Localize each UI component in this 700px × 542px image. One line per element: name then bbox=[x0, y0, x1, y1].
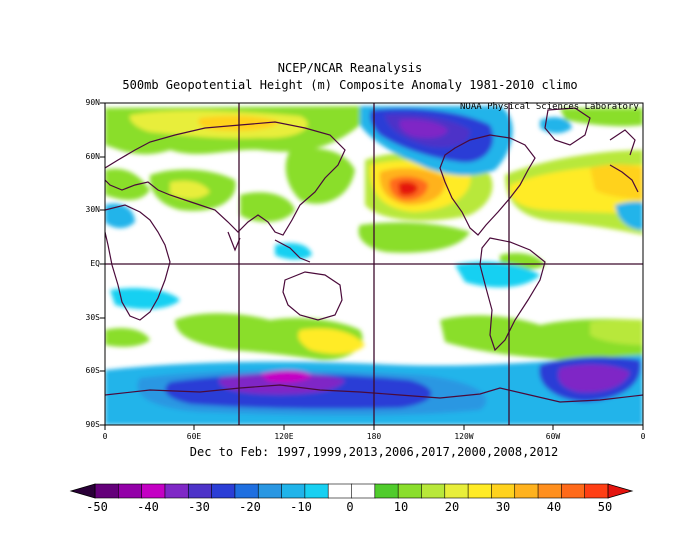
colorbar-cell bbox=[584, 483, 609, 499]
chart-title: NCEP/NCAR Reanalysis bbox=[277, 61, 423, 75]
lon-label-120e: 120E bbox=[274, 432, 294, 441]
colorbar-cell bbox=[351, 483, 376, 499]
lat-label-90s: 90S bbox=[85, 420, 100, 429]
colorbar-cell bbox=[327, 483, 353, 499]
colorbar-cell bbox=[94, 483, 120, 499]
anomaly-region bbox=[105, 328, 150, 347]
anomaly-region bbox=[399, 119, 448, 138]
colorbar-label: 30 bbox=[495, 500, 511, 514]
colorbar-cell bbox=[397, 483, 423, 499]
lon-label-180: 180 bbox=[366, 432, 382, 441]
anomaly-region bbox=[558, 364, 630, 393]
colorbar-cell bbox=[537, 483, 563, 499]
coastlines bbox=[105, 107, 643, 403]
anomaly-region bbox=[398, 181, 418, 196]
lon-label-120w: 120W bbox=[454, 432, 474, 441]
anomaly-region bbox=[358, 222, 470, 253]
anomaly-field bbox=[105, 103, 643, 425]
lat-label-90n: 90N bbox=[85, 98, 100, 107]
colorbar-cell bbox=[141, 483, 166, 499]
colorbar-label: -30 bbox=[188, 500, 210, 514]
lon-label-60e: 60E bbox=[186, 432, 202, 441]
colorbar-cell bbox=[374, 483, 399, 499]
lat-label-30s: 30S bbox=[85, 313, 100, 322]
colorbar-label: 0 bbox=[346, 500, 354, 514]
colorbar-cell bbox=[467, 483, 493, 499]
anomaly-region bbox=[298, 328, 365, 355]
season-label: Dec to Feb: 1997,1999,2013,2006,2017,200… bbox=[189, 445, 559, 459]
colorbar-cell bbox=[444, 483, 469, 499]
anomaly-region bbox=[240, 192, 295, 222]
colorbar-label: -10 bbox=[290, 500, 312, 514]
anomaly-region bbox=[105, 203, 135, 229]
axis-ticks bbox=[100, 102, 644, 430]
chart-subtitle: 500mb Geopotential Height (m) Composite … bbox=[122, 78, 578, 92]
grid-lines bbox=[105, 103, 643, 425]
anomaly-region bbox=[590, 164, 643, 200]
colorbar-label: -50 bbox=[86, 500, 108, 514]
colorbar-right-arrow bbox=[607, 483, 634, 499]
colorbar-left-arrow bbox=[69, 483, 96, 499]
anomaly-region bbox=[260, 370, 312, 383]
anomaly-region bbox=[285, 148, 355, 204]
colorbar-label: 20 bbox=[444, 500, 460, 514]
anomaly-region bbox=[105, 168, 150, 200]
lon-label-0-end: 0 bbox=[640, 432, 646, 441]
colorbar-cell bbox=[234, 483, 260, 499]
credit-label: NOAA Physical Sciences Laboratory bbox=[460, 102, 639, 112]
colorbar-cell bbox=[304, 483, 329, 499]
colorbar-label: -40 bbox=[137, 500, 159, 514]
colorbar-cell bbox=[118, 483, 143, 499]
anomaly-region bbox=[540, 117, 572, 134]
colorbar-cell bbox=[164, 483, 190, 499]
colorbar-cell bbox=[211, 483, 236, 499]
anomaly-region bbox=[110, 288, 180, 310]
anomaly-region bbox=[590, 319, 643, 345]
colorbar-cell bbox=[491, 483, 516, 499]
colorbar-cell bbox=[561, 483, 586, 499]
colorbar-cell bbox=[257, 483, 283, 499]
lon-label-60w: 60W bbox=[545, 432, 561, 441]
colorbar-label: 10 bbox=[393, 500, 409, 514]
lat-label-30n: 30N bbox=[85, 205, 100, 214]
colorbar-label: -20 bbox=[239, 500, 261, 514]
anomaly-region bbox=[170, 180, 210, 199]
colorbar-cell bbox=[281, 483, 306, 499]
anomaly-region bbox=[615, 201, 643, 230]
anomaly-region bbox=[455, 261, 540, 288]
lat-label-eq: EQ bbox=[90, 259, 100, 268]
colorbar-label: 50 bbox=[597, 500, 613, 514]
colorbar-label: 40 bbox=[546, 500, 562, 514]
colorbar-cell bbox=[514, 483, 539, 499]
lat-label-60n: 60N bbox=[85, 152, 100, 161]
colorbar-cell bbox=[421, 483, 446, 499]
lat-label-60s: 60S bbox=[85, 366, 100, 375]
colorbar-cell bbox=[187, 483, 213, 499]
lon-label-0: 0 bbox=[102, 432, 108, 441]
